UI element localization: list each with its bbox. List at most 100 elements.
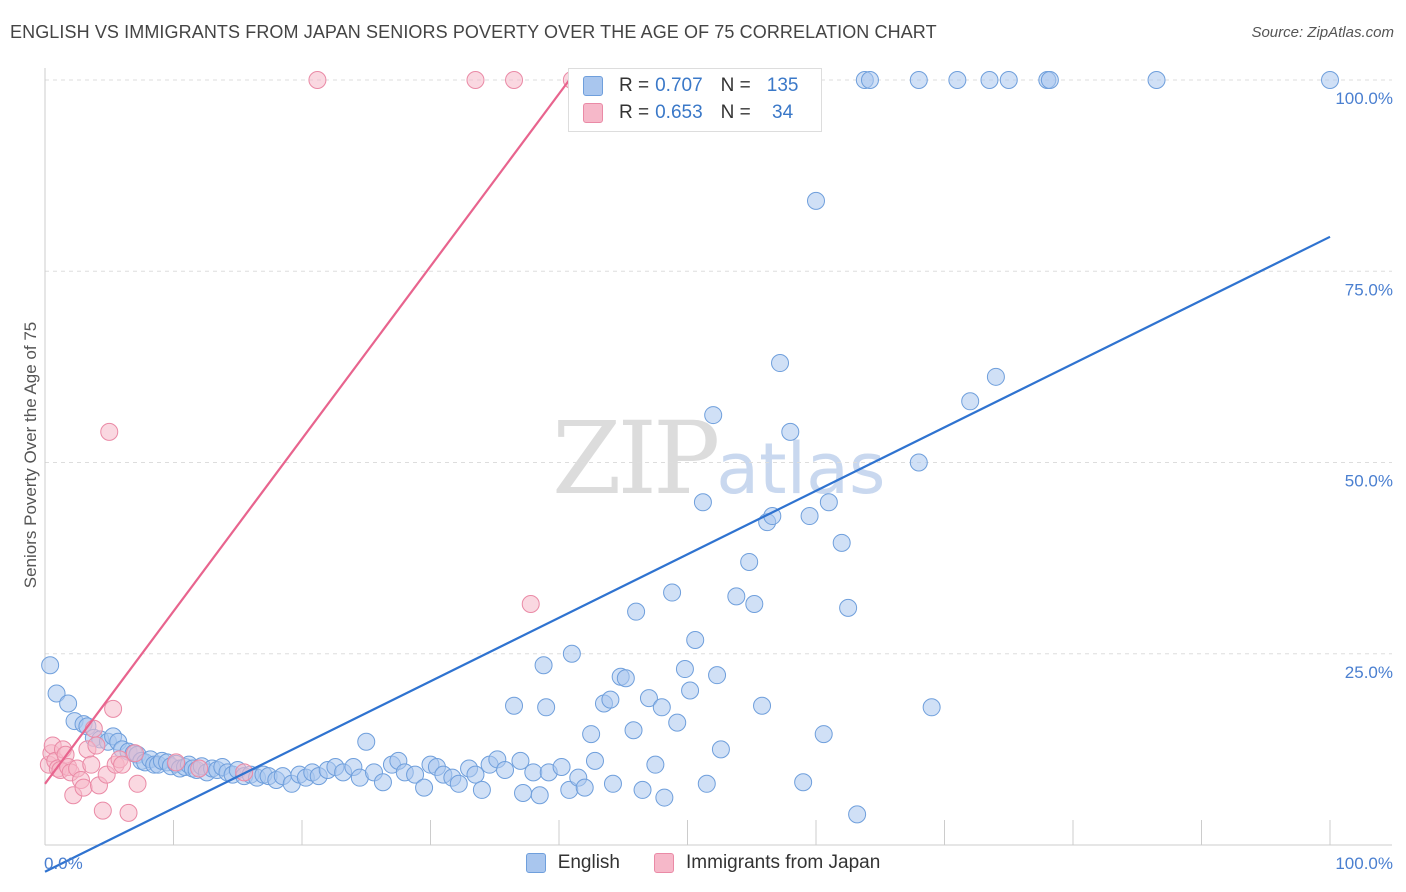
english-points — [41, 71, 1339, 824]
english-trend-line — [44, 235, 1331, 873]
japan-point — [167, 753, 186, 772]
english-point — [511, 751, 530, 770]
japan-point — [93, 801, 112, 820]
english-point — [781, 422, 800, 441]
english-point — [562, 644, 581, 663]
y-tick-label: 75.0% — [1345, 280, 1393, 299]
english-point — [357, 732, 376, 751]
japan-point — [84, 719, 103, 738]
japan-point — [87, 736, 106, 755]
legend-label-japan: Immigrants from Japan — [686, 852, 881, 873]
english-point — [948, 71, 967, 89]
english-point — [794, 773, 813, 792]
english-point — [832, 533, 851, 552]
zipatlas-watermark: ZIPatlas — [552, 400, 885, 517]
r-value: 0.707 — [655, 75, 703, 96]
n-label: N = — [720, 102, 751, 123]
japan-point — [466, 71, 485, 89]
r-label: R = — [619, 102, 650, 123]
english-point — [530, 786, 549, 805]
english-point — [639, 689, 658, 708]
english-point — [727, 587, 746, 606]
english-point — [603, 774, 622, 793]
english-point — [740, 552, 759, 571]
english-point — [472, 780, 491, 799]
english-point — [1040, 71, 1059, 89]
english-point — [922, 698, 941, 717]
english-point — [652, 698, 671, 717]
x-tick-label: 0.0% — [44, 854, 83, 873]
english-point — [624, 721, 643, 740]
english-point — [585, 751, 604, 770]
watermark-zip: ZIP — [552, 400, 720, 517]
english-point — [704, 406, 723, 425]
english-point — [406, 765, 425, 784]
legend-row-english: R = 0.707 N = 135 — [583, 73, 798, 99]
english-point — [373, 773, 392, 792]
english-point — [466, 765, 485, 784]
english-point — [616, 669, 635, 688]
english-point — [800, 507, 819, 526]
english-point — [601, 690, 620, 709]
japan-trend-line — [44, 79, 571, 785]
n-value: 34 — [766, 102, 794, 123]
english-point — [814, 725, 833, 744]
english-point — [582, 725, 601, 744]
y-tick-label: 100.0% — [1335, 89, 1393, 108]
english-point — [986, 367, 1005, 386]
english-point — [711, 740, 730, 759]
english-point — [41, 656, 60, 675]
english-point — [627, 602, 646, 621]
english-point — [668, 713, 687, 732]
english-swatch — [583, 76, 603, 96]
english-point — [449, 774, 468, 793]
japan-point — [100, 422, 119, 441]
english-point — [47, 684, 66, 703]
english-point — [771, 354, 790, 373]
english-point — [848, 805, 867, 824]
x-tick-label: 100.0% — [1335, 854, 1393, 873]
japan-swatch — [583, 103, 603, 123]
grid — [45, 79, 1392, 655]
english-point — [693, 493, 712, 512]
japan-point — [74, 778, 93, 797]
english-point — [663, 583, 682, 602]
english-point — [745, 595, 764, 614]
japan-point — [104, 699, 123, 718]
english-point — [575, 778, 594, 797]
english-point — [1147, 71, 1166, 89]
y-axis-label: Seniors Poverty Over the Age of 75 — [21, 322, 40, 588]
axes — [44, 68, 1392, 846]
japan-point — [308, 71, 327, 89]
english-point — [980, 71, 999, 89]
english-point — [807, 191, 825, 210]
series-legend: English Immigrants from Japan — [0, 852, 1406, 874]
english-point — [655, 788, 674, 807]
english-point — [819, 493, 838, 512]
legend-row-japan: R = 0.653 N = 34 — [583, 100, 793, 126]
legend-item-japan[interactable]: Immigrants from Japan — [654, 852, 880, 874]
japan-point — [505, 71, 524, 89]
english-point — [708, 666, 727, 685]
source-label: Source: ZipAtlas.com — [1251, 24, 1394, 41]
japan-point — [119, 803, 138, 822]
english-point — [697, 774, 716, 793]
japan-swatch — [654, 853, 675, 873]
english-point — [415, 778, 434, 797]
english-point — [552, 757, 571, 776]
english-point — [753, 696, 772, 715]
chart-title: ENGLISH VS IMMIGRANTS FROM JAPAN SENIORS… — [10, 22, 937, 42]
correlation-legend: R = 0.707 N = 135 R = 0.653 N = 34 — [568, 68, 822, 132]
japan-point — [125, 744, 144, 763]
n-label: N = — [720, 75, 751, 96]
english-swatch — [525, 853, 546, 873]
english-point — [909, 71, 928, 89]
english-point — [59, 694, 78, 713]
legend-item-english[interactable]: English — [525, 852, 620, 874]
japan-point — [190, 759, 209, 778]
english-point — [839, 598, 858, 617]
r-value: 0.653 — [655, 102, 703, 123]
english-point — [1321, 71, 1339, 89]
english-point — [496, 761, 515, 780]
